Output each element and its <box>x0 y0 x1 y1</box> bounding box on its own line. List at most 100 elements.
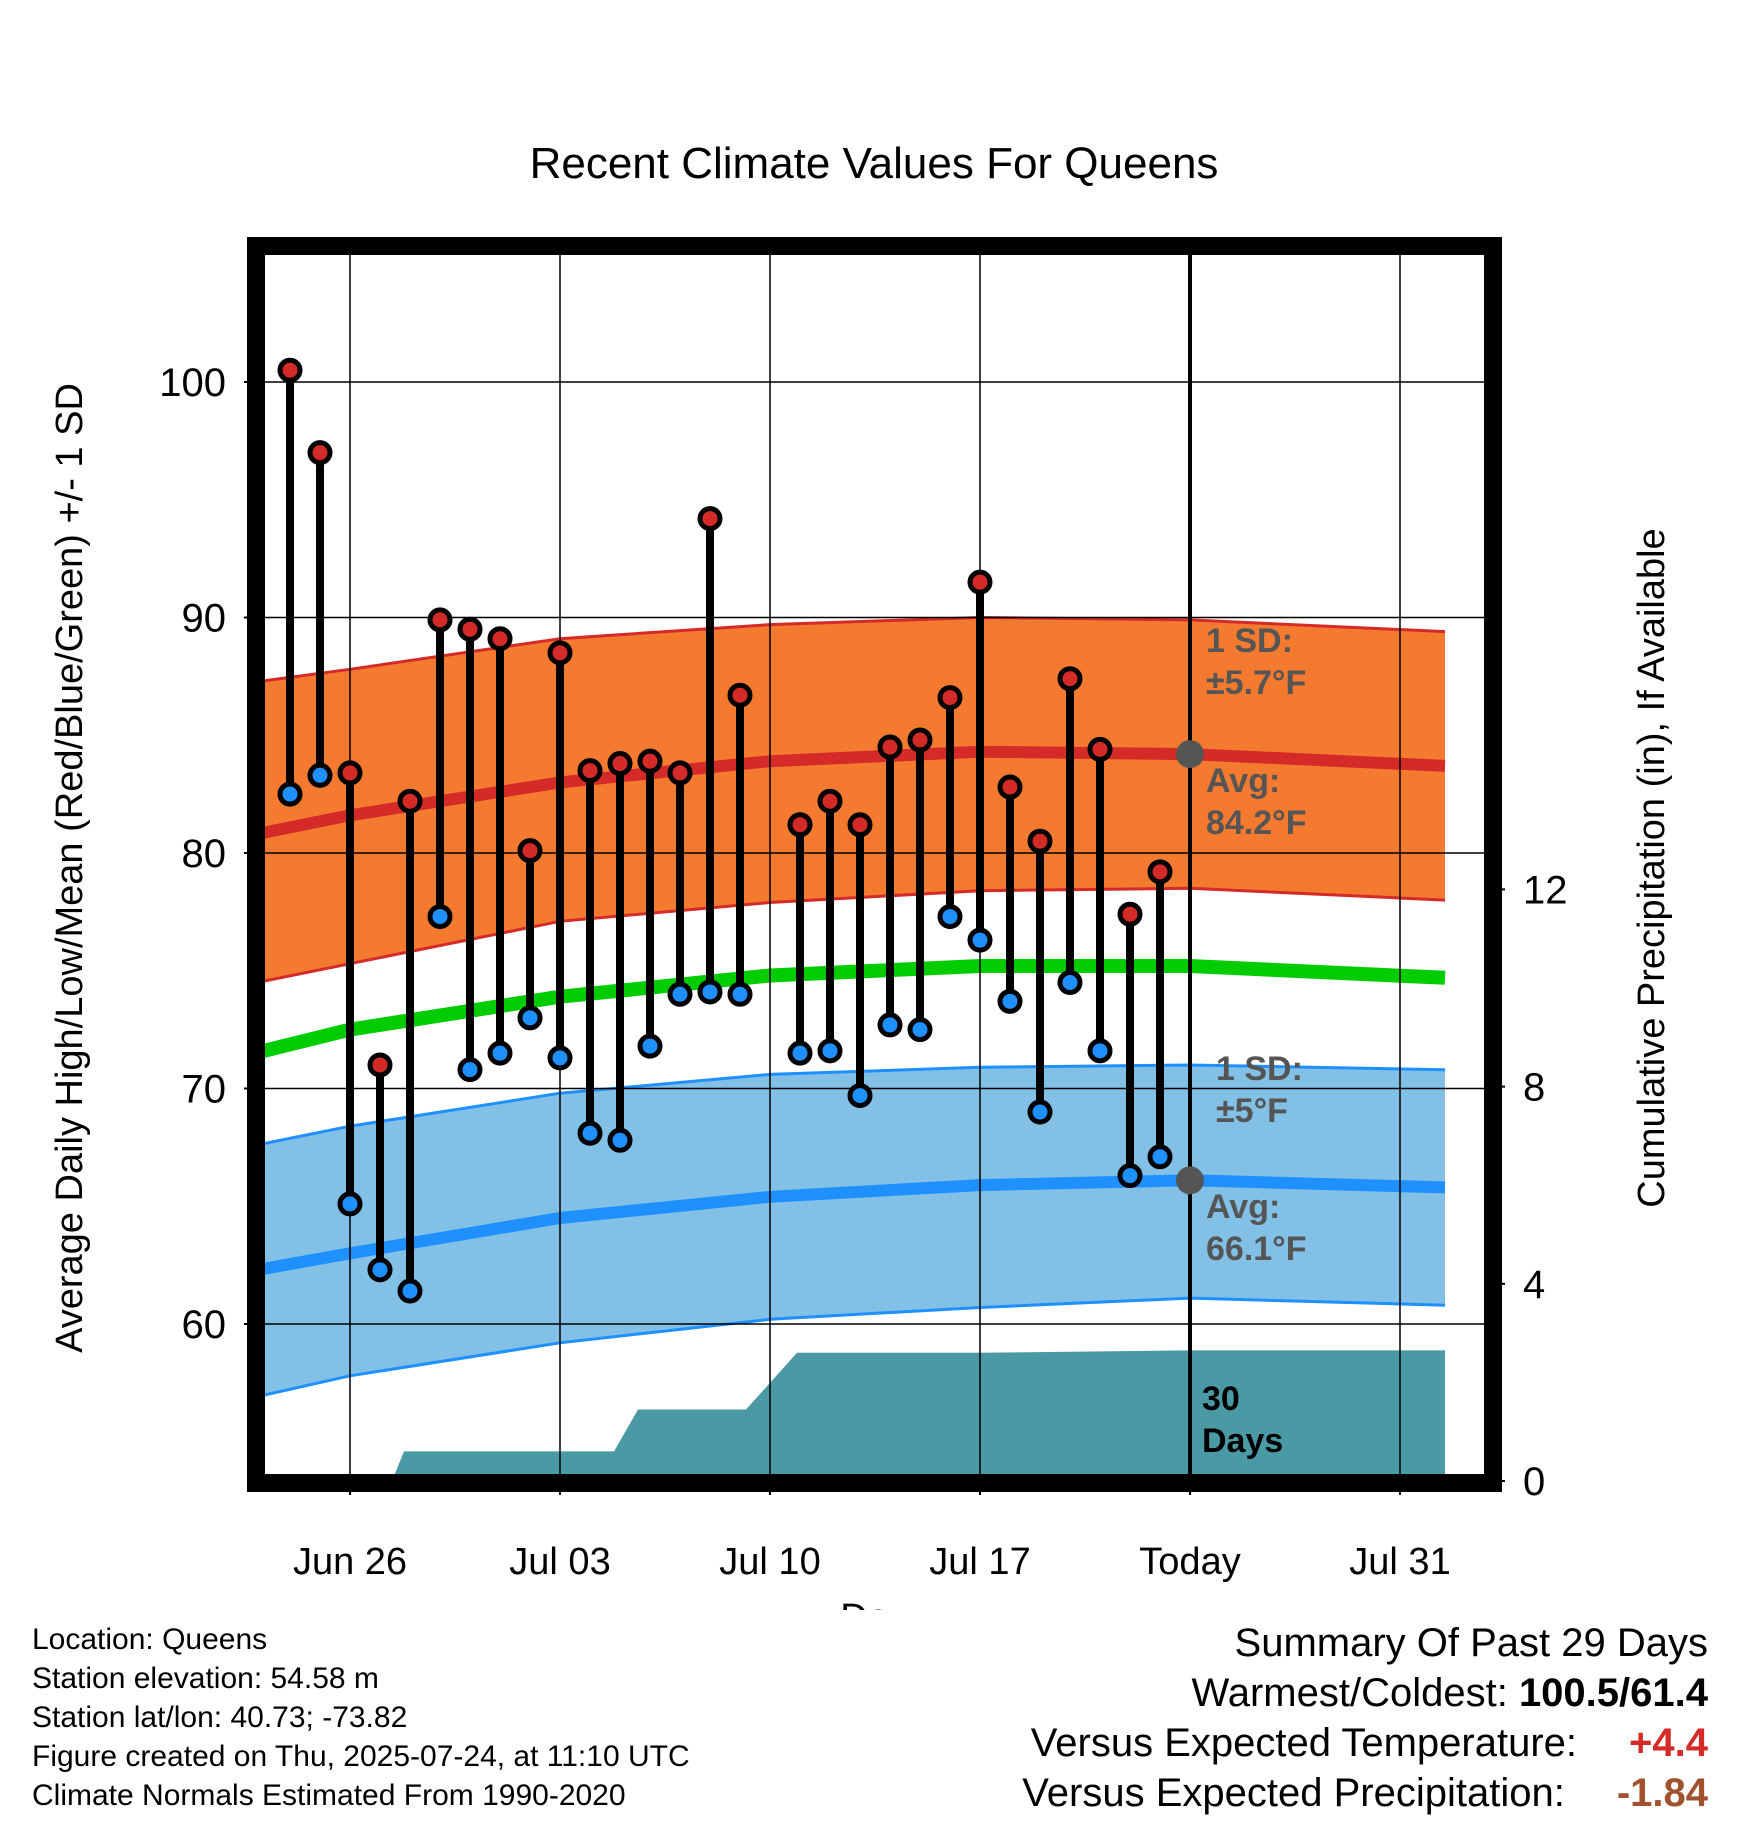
low-avg-value: 66.1°F <box>1206 1230 1307 1268</box>
warm-cold-row: Warmest/Coldest: 100.5/61.4 <box>808 1668 1708 1718</box>
summary-panel: Summary Of Past 29 Days Warmest/Coldest:… <box>808 1618 1708 1818</box>
x-tick-label: Jul 10 <box>719 1541 820 1583</box>
high-sd-label: 1 SD: <box>1206 622 1293 660</box>
x-tick-label: Jul 31 <box>1349 1541 1450 1583</box>
summary-title: Summary Of Past 29 Days <box>1234 1621 1708 1665</box>
high-temp-point <box>457 616 483 642</box>
low-temp-point <box>817 1038 843 1064</box>
low-temp-point <box>967 927 993 953</box>
low-temp-point <box>1027 1099 1053 1125</box>
high-avg-value: 84.2°F <box>1206 804 1307 842</box>
y-axis-label: Average Daily High/Low/Mean (Red/Blue/Gr… <box>49 383 91 1353</box>
temp-label: Versus Expected Temperature: <box>1030 1721 1578 1765</box>
low-temp-point <box>787 1040 813 1066</box>
y-tick-label: 70 <box>182 1068 227 1112</box>
high-temp-point <box>1057 666 1083 692</box>
x-tick-label: Jul 17 <box>929 1541 1030 1583</box>
temp-row: Versus Expected Temperature: +4.4 <box>808 1718 1708 1768</box>
high-temp-point <box>937 685 963 711</box>
low-temp-point <box>427 904 453 930</box>
low-temp-point <box>697 979 723 1005</box>
high-temp-point <box>997 774 1023 800</box>
precip-row: Versus Expected Precipitation: -1.84 <box>808 1768 1708 1818</box>
high-temp-point <box>427 607 453 633</box>
y2-axis-label: Cumulative Precipitation (in), If Availa… <box>1631 528 1673 1207</box>
low-temp-point <box>877 1012 903 1038</box>
low-temp-point <box>847 1083 873 1109</box>
climate-chart: Recent Climate Values For Queens 1 SD: ±5… <box>49 139 1673 1610</box>
high-temp-point <box>277 357 303 383</box>
high-temp-point <box>697 506 723 532</box>
station-info: Location: Queens Station elevation: 54.5… <box>32 1620 690 1815</box>
y-tick-label: 80 <box>182 832 227 876</box>
y2-tick-label: 0 <box>1523 1460 1545 1504</box>
low-temp-point <box>277 781 303 807</box>
created-text: Figure created on Thu, 2025-07-24, at 11… <box>32 1740 690 1773</box>
precip-days-label: Days <box>1202 1422 1283 1460</box>
high-temp-point <box>727 682 753 708</box>
low-sd-value: ±5°F <box>1216 1092 1288 1130</box>
location-text: Location: Queens <box>32 1623 268 1656</box>
x-axis-label: Day <box>840 1597 908 1610</box>
high-temp-point <box>517 838 543 864</box>
low-temp-point <box>547 1045 573 1071</box>
low-temp-point <box>367 1257 393 1283</box>
warm-cold-label: Warmest/Coldest: <box>1191 1671 1508 1715</box>
latlon-text: Station lat/lon: 40.73; -73.82 <box>32 1701 408 1734</box>
high-temp-point <box>847 812 873 838</box>
low-temp-point <box>637 1033 663 1059</box>
low-temp-point <box>577 1120 603 1146</box>
temp-value: +4.4 <box>1629 1721 1708 1765</box>
y-tick-label: 100 <box>159 361 226 405</box>
low-temp-point <box>997 988 1023 1014</box>
low-temp-point <box>1087 1038 1113 1064</box>
high-temp-point <box>367 1052 393 1078</box>
high-temp-point <box>307 440 333 466</box>
low-sd-band <box>256 1065 1445 1397</box>
y2-tick-label: 4 <box>1523 1263 1545 1307</box>
low-temp-point <box>337 1191 363 1217</box>
low-temp-point <box>937 904 963 930</box>
high-temp-point <box>637 748 663 774</box>
high-sd-band <box>256 617 1445 983</box>
y2-tick-label: 8 <box>1523 1066 1545 1110</box>
today-avg-low-marker <box>1176 1166 1204 1195</box>
high-temp-point <box>1087 736 1113 762</box>
high-temp-point <box>1147 859 1173 885</box>
low-sd-label: 1 SD: <box>1216 1050 1303 1088</box>
low-temp-point <box>307 762 333 788</box>
low-temp-point <box>907 1017 933 1043</box>
high-temp-point <box>577 758 603 784</box>
high-temp-point <box>487 626 513 652</box>
high-temp-point <box>547 640 573 666</box>
high-temp-point <box>877 734 903 760</box>
low-temp-point <box>487 1040 513 1066</box>
avg-mean-line <box>256 959 1446 1060</box>
high-temp-point <box>907 727 933 753</box>
plot-frame <box>247 237 1502 1492</box>
low-temp-point <box>397 1278 423 1304</box>
low-temp-point <box>517 1005 543 1031</box>
plot-area: 1 SD: ±5.7°F Avg: 84.2°F 1 SD: ±5°F Avg: 66.1°F… <box>159 237 1568 1583</box>
today-avg-high-marker <box>1176 740 1204 769</box>
low-avg-label: Avg: <box>1206 1188 1280 1226</box>
high-temp-point <box>667 760 693 786</box>
x-tick-label: Jul 03 <box>509 1541 610 1583</box>
low-temp-point <box>667 981 693 1007</box>
high-temp-point <box>967 569 993 595</box>
high-avg-label: Avg: <box>1206 762 1280 800</box>
precip-label: Versus Expected Precipitation: <box>1022 1771 1565 1815</box>
high-temp-point <box>1027 828 1053 854</box>
high-sd-value: ±5.7°F <box>1206 664 1306 702</box>
normals-text: Climate Normals Estimated From 1990-2020 <box>32 1779 626 1812</box>
low-temp-point <box>457 1057 483 1083</box>
warm-cold-value: 100.5/61.4 <box>1518 1671 1708 1715</box>
precip-area <box>392 1350 1445 1481</box>
high-temp-point <box>1117 901 1143 927</box>
y2-tick-label: 12 <box>1523 868 1568 912</box>
y-tick-label: 60 <box>182 1303 227 1347</box>
low-temp-point <box>607 1127 633 1153</box>
low-temp-point <box>727 981 753 1007</box>
low-temp-point <box>1057 970 1083 996</box>
x-tick-label: Jun 26 <box>293 1541 407 1583</box>
